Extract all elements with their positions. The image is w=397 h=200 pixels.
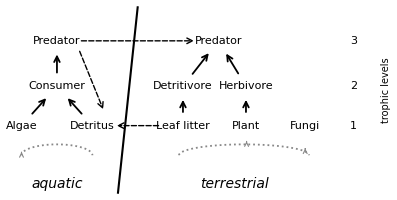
- Text: trophic levels: trophic levels: [381, 57, 391, 123]
- Text: Plant: Plant: [232, 121, 260, 131]
- Text: aquatic: aquatic: [31, 177, 83, 191]
- Text: 3: 3: [350, 36, 357, 46]
- Text: Leaf litter: Leaf litter: [156, 121, 210, 131]
- Text: Consumer: Consumer: [29, 81, 85, 91]
- Text: 2: 2: [350, 81, 357, 91]
- Text: Detritus: Detritus: [70, 121, 115, 131]
- Text: Predator: Predator: [195, 36, 242, 46]
- Text: Fungi: Fungi: [290, 121, 320, 131]
- Text: Herbivore: Herbivore: [219, 81, 273, 91]
- Text: 1: 1: [350, 121, 357, 131]
- Text: Algae: Algae: [6, 121, 37, 131]
- Text: Detritivore: Detritivore: [153, 81, 213, 91]
- Text: terrestrial: terrestrial: [200, 177, 268, 191]
- Text: Predator: Predator: [33, 36, 81, 46]
